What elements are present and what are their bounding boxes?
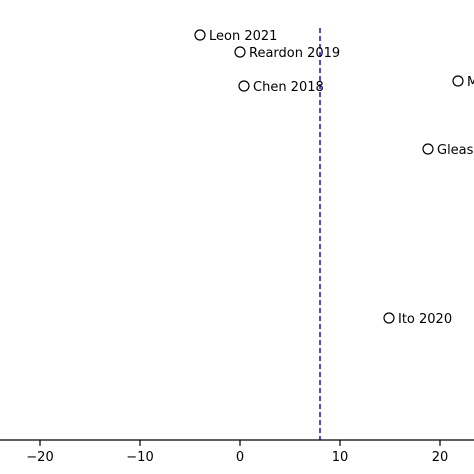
study-label: Ito 2020 [398, 312, 452, 327]
study-point [238, 80, 250, 92]
study-label: Gleas [437, 143, 474, 158]
study-label: M [467, 75, 474, 90]
study-point [194, 29, 206, 41]
x-tick-label: 10 [332, 450, 349, 465]
x-tick-label: −10 [126, 450, 153, 465]
study-point [422, 143, 434, 155]
study-point [383, 312, 395, 324]
x-tick-label: 0 [236, 450, 244, 465]
x-tick-label: −20 [26, 450, 53, 465]
study-label: Leon 2021 [209, 29, 277, 44]
x-tick-label: 20 [432, 450, 449, 465]
study-label: Reardon 2019 [249, 46, 340, 61]
study-point [452, 75, 464, 87]
study-point [234, 46, 246, 58]
study-label: Chen 2018 [253, 80, 324, 95]
